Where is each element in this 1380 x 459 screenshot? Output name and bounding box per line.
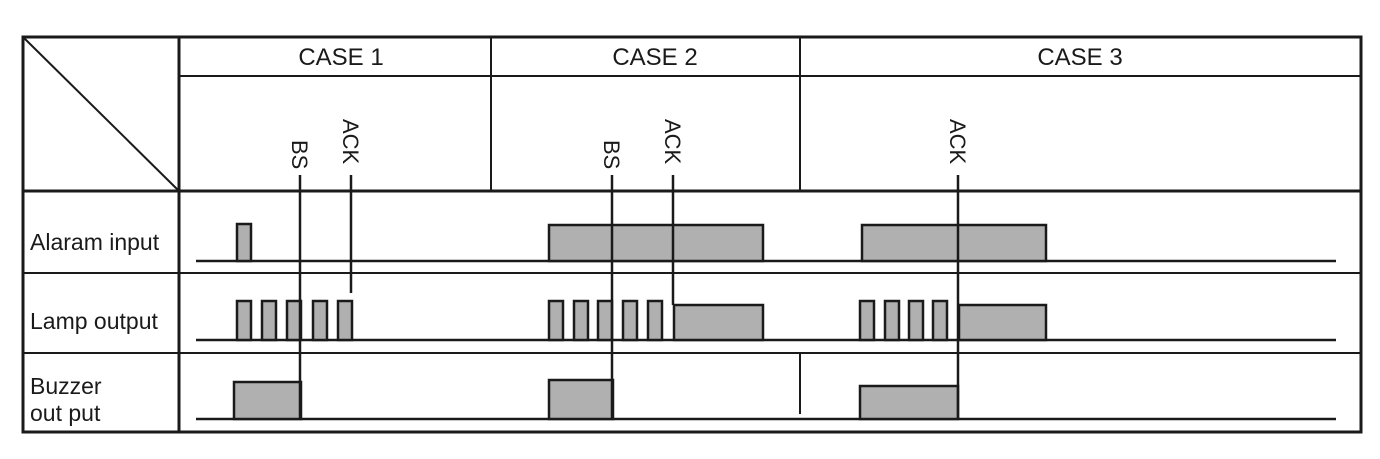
case1-signals: BS ACK xyxy=(232,119,363,421)
case2-signals: BS ACK xyxy=(547,119,765,421)
case3-header: CASE 3 xyxy=(1037,44,1122,71)
case2-buzzer-on xyxy=(547,378,615,421)
buzzer-label-line2: out put xyxy=(30,400,101,426)
table-grid xyxy=(21,35,1363,434)
case1-alarm-pulse xyxy=(235,222,253,263)
case1-lamp-blink xyxy=(336,299,354,342)
case2-ack-label: ACK xyxy=(660,119,685,165)
case1-ack-label: ACK xyxy=(338,119,363,165)
case1-bs-label: BS xyxy=(287,140,312,169)
case3-lamp-steady xyxy=(957,303,1048,342)
case1-lamp-blink xyxy=(235,299,253,342)
case2-lamp-blink xyxy=(572,299,590,342)
case2-bs-label: BS xyxy=(599,140,624,169)
buzzer-label-line1: Buzzer xyxy=(30,373,102,399)
alarm-input-label: Alaram input xyxy=(30,229,160,255)
case2-alarm-pulse xyxy=(547,223,765,263)
corner-diagonal xyxy=(22,36,180,192)
case2-lamp-blink xyxy=(547,299,565,342)
case3-buzzer-on xyxy=(858,384,960,421)
case2-lamp-steady xyxy=(672,303,765,342)
case2-header: CASE 2 xyxy=(612,44,697,71)
case2-lamp-blink xyxy=(596,299,614,342)
lamp-output-label: Lamp output xyxy=(30,308,158,334)
case2-lamp-blink xyxy=(646,299,664,342)
case1-header: CASE 1 xyxy=(298,44,383,71)
case3-ack-label: ACK xyxy=(945,119,970,165)
case1-lamp-blink xyxy=(260,299,278,342)
case3-lamp-blink xyxy=(883,299,901,342)
case3-alarm-pulse xyxy=(860,223,1048,263)
signal-baselines xyxy=(196,259,1336,421)
case3-lamp-blink xyxy=(907,299,925,342)
table-border xyxy=(21,35,1363,434)
case3-signals: ACK xyxy=(858,119,1048,421)
case3-lamp-blink xyxy=(858,299,876,342)
case1-buzzer-on xyxy=(232,380,303,421)
case1-lamp-blink xyxy=(311,299,329,342)
case2-lamp-blink xyxy=(621,299,639,342)
case3-lamp-blink xyxy=(931,299,949,342)
